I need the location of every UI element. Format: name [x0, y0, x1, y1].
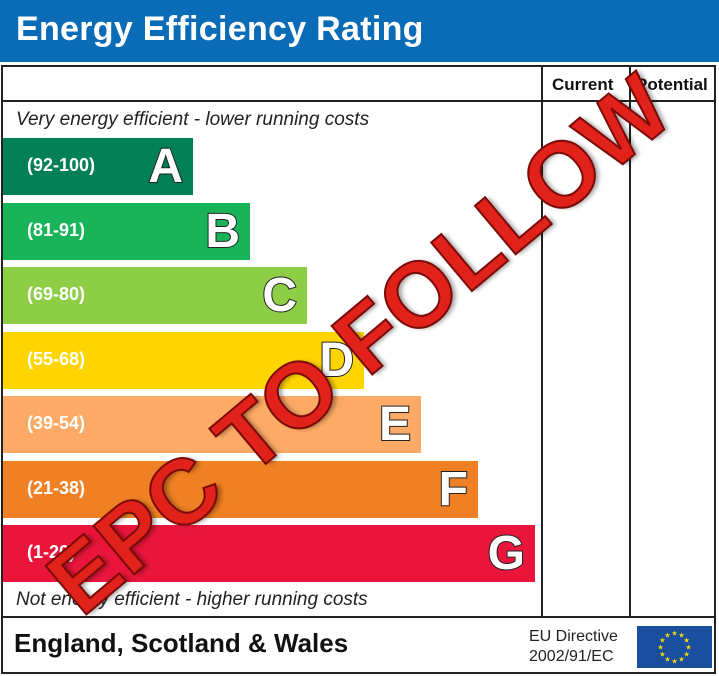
eu-star-icon: ★ [671, 630, 677, 638]
band-e: (39-54) E [3, 396, 421, 453]
band-b: (81-91) B [3, 202, 250, 260]
band-d-letter: D [318, 333, 355, 388]
header-row-divider [1, 100, 716, 102]
eu-star-icon: ★ [671, 658, 677, 666]
eu-star-icon: ★ [659, 637, 665, 645]
eu-star-icon: ★ [683, 637, 689, 645]
band-c-range: (69-80) [27, 284, 86, 304]
page-title: Energy Efficiency Rating [16, 10, 424, 48]
header-bar: Energy Efficiency Rating [0, 0, 719, 62]
eu-directive-line1: EU Directive [529, 628, 618, 645]
eu-star-icon: ★ [685, 644, 691, 652]
eu-star-icon: ★ [664, 631, 670, 639]
band-g-letter: G [487, 526, 526, 581]
potential-column-header: Potential [636, 75, 708, 94]
region-label: England, Scotland & Wales [14, 628, 349, 658]
footer-divider [1, 616, 716, 618]
eu-directive: EU Directive 2002/91/EC [529, 627, 618, 667]
band-b-letter: B [204, 204, 241, 259]
eu-star-icon: ★ [659, 651, 665, 659]
eu-star-icon: ★ [678, 656, 684, 664]
eu-stars-icon: ★ ★★★★★★★★★★★ [657, 630, 691, 666]
eu-flag-icon: ★ ★ ★ ★ ★ ★ ★ ★ ★ ★ ★ ★ [637, 626, 712, 668]
band-a: (92-100) A [3, 138, 193, 195]
band-e-range: (39-54) [27, 413, 86, 433]
eu-star-icon: ★ [664, 656, 670, 664]
current-column-header: Current [552, 75, 614, 94]
band-f-range: (21-38) [27, 477, 86, 498]
band-g-range: (1-20) [27, 542, 76, 562]
band-g: (1-20) G [3, 525, 535, 582]
band-a-range: (92-100) [27, 155, 96, 175]
eu-star-icon: ★ [683, 651, 689, 659]
band-c-letter: C [261, 268, 298, 323]
band-e-letter: E [378, 397, 412, 452]
bottom-caption: Not energy efficient - higher running co… [16, 589, 368, 610]
current-column-divider [541, 65, 543, 618]
eu-star-icon: ★ [678, 631, 684, 639]
band-f: (21-38) F [3, 460, 478, 518]
top-caption: Very energy efficient - lower running co… [16, 109, 370, 130]
potential-column-divider [629, 65, 631, 618]
band-d: (55-68) D [3, 331, 364, 389]
eu-star-icon: ★ [657, 644, 663, 652]
band-a-letter: A [147, 139, 184, 194]
band-b-range: (81-91) [27, 219, 86, 240]
band-d-range: (55-68) [27, 348, 86, 369]
rating-frame [1, 65, 716, 674]
eu-directive-line2: 2002/91/EC [529, 648, 614, 665]
band-f-letter: F [438, 462, 469, 517]
band-c: (69-80) C [3, 267, 307, 324]
